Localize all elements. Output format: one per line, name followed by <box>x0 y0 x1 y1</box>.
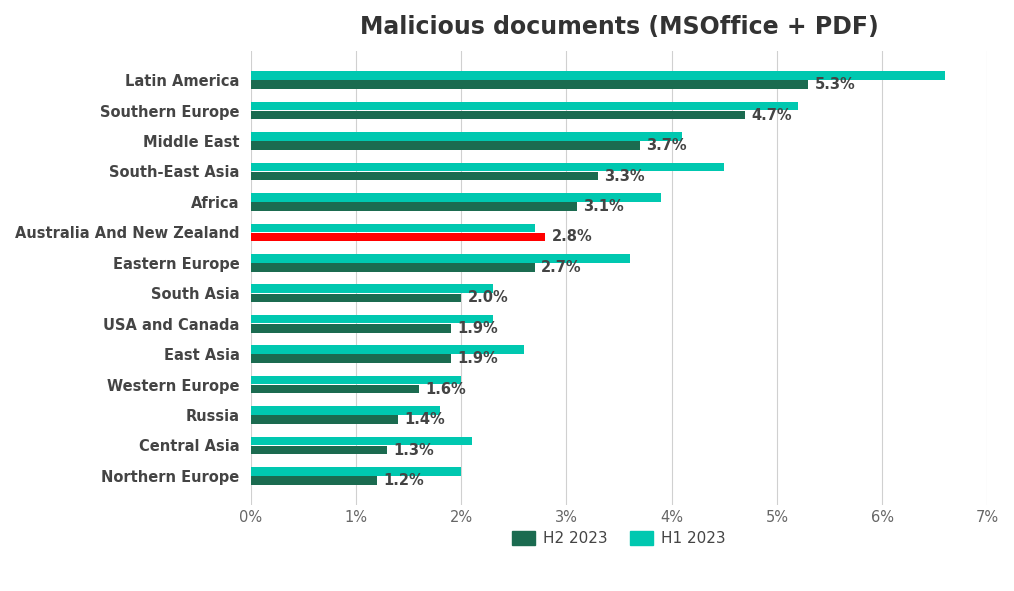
Bar <box>250 163 724 171</box>
Text: 2.0%: 2.0% <box>467 290 508 306</box>
Text: 1.6%: 1.6% <box>425 382 466 397</box>
Text: 5.3%: 5.3% <box>815 77 856 92</box>
Bar <box>250 284 493 293</box>
Bar <box>250 437 472 445</box>
Bar <box>250 172 598 180</box>
Text: 4.7%: 4.7% <box>751 108 792 123</box>
Bar <box>250 385 419 394</box>
Bar <box>250 111 745 119</box>
Title: Malicious documents (MSOffice + PDF): Malicious documents (MSOffice + PDF) <box>360 15 878 39</box>
Bar <box>250 233 546 241</box>
Bar <box>250 132 682 141</box>
Text: 3.7%: 3.7% <box>646 138 687 153</box>
Bar <box>250 446 387 454</box>
Bar <box>250 202 577 211</box>
Text: 2.8%: 2.8% <box>552 229 592 245</box>
Legend: H2 2023, H1 2023: H2 2023, H1 2023 <box>506 525 732 553</box>
Bar <box>250 80 808 89</box>
Bar <box>250 263 534 272</box>
Bar <box>250 345 524 354</box>
Text: 1.4%: 1.4% <box>405 412 445 427</box>
Bar <box>250 141 640 150</box>
Text: 3.3%: 3.3% <box>604 168 645 184</box>
Bar <box>250 294 461 302</box>
Bar <box>250 406 440 415</box>
Bar <box>250 324 450 333</box>
Text: 2.7%: 2.7% <box>541 260 582 275</box>
Bar <box>250 254 630 262</box>
Bar <box>250 223 534 232</box>
Bar <box>250 467 461 476</box>
Bar <box>250 355 450 363</box>
Bar <box>250 102 798 111</box>
Bar <box>250 72 945 80</box>
Bar <box>250 193 661 202</box>
Text: 1.9%: 1.9% <box>457 321 498 336</box>
Bar <box>250 476 377 485</box>
Text: 1.9%: 1.9% <box>457 351 498 366</box>
Bar <box>250 315 493 323</box>
Text: 1.3%: 1.3% <box>393 443 435 457</box>
Bar <box>250 415 397 424</box>
Text: 1.2%: 1.2% <box>383 473 424 488</box>
Bar <box>250 376 461 384</box>
Text: 3.1%: 3.1% <box>583 199 624 214</box>
